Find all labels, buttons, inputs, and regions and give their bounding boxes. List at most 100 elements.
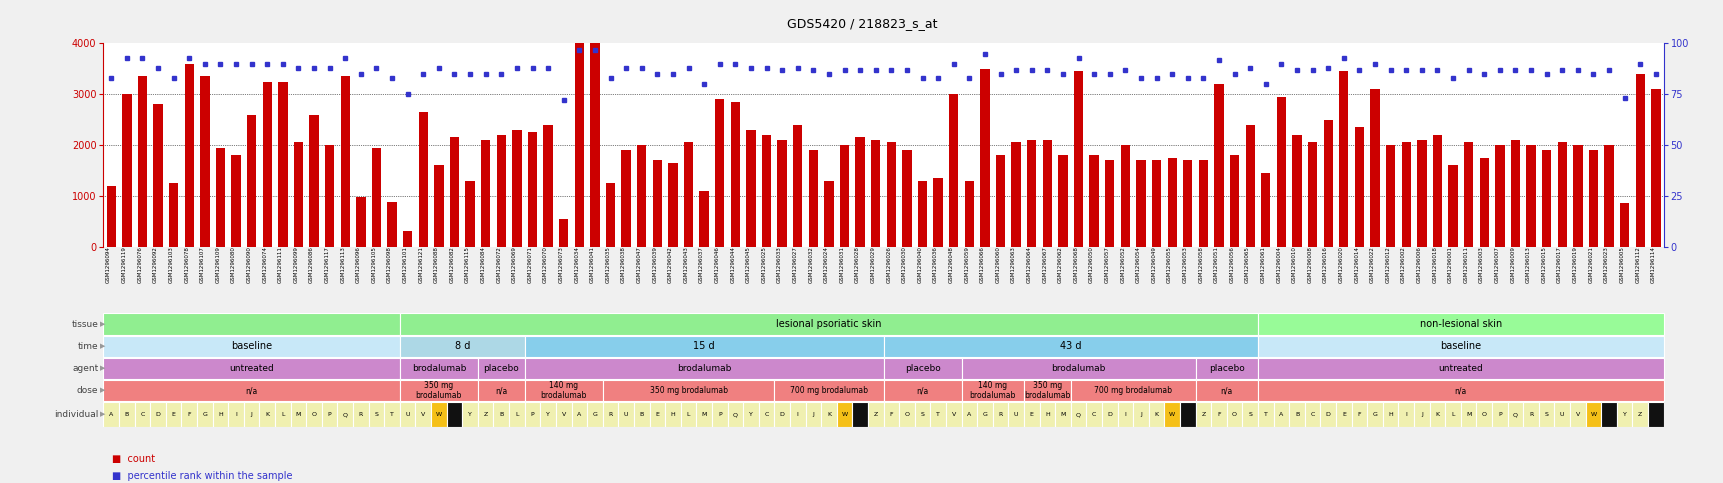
Bar [1135,160,1146,246]
Bar [1539,402,1554,427]
Bar [824,181,834,246]
Bar [1506,402,1523,427]
Text: GSM1296066: GSM1296066 [979,246,984,284]
Text: GSM1296086: GSM1296086 [308,246,314,284]
Bar [1304,402,1320,427]
Bar [231,155,241,246]
Bar [669,163,677,246]
Bar [527,132,538,246]
Bar [696,402,712,427]
Text: GSM1296056: GSM1296056 [1228,246,1234,284]
Bar [450,137,458,246]
Text: Z: Z [1637,412,1642,417]
Text: GSM1296006: GSM1296006 [1416,246,1421,284]
Text: Y: Y [1621,412,1625,417]
Bar [855,137,865,246]
Bar [1323,120,1332,246]
Text: D: D [779,412,784,417]
Bar [524,380,603,401]
Text: GSM1296112: GSM1296112 [1635,246,1639,284]
Bar [808,150,817,246]
Text: H: H [670,412,675,417]
Text: F: F [188,412,191,417]
Text: GSM1296101: GSM1296101 [403,246,407,284]
Bar [1459,402,1475,427]
Bar [820,402,836,427]
Bar [138,76,146,246]
Bar [1151,160,1161,246]
Text: Q: Q [343,412,348,417]
Bar [308,114,319,246]
Text: GSM1296088: GSM1296088 [434,246,439,284]
Bar [774,380,884,401]
Bar [1179,402,1196,427]
Text: GSM1296028: GSM1296028 [855,246,860,284]
Text: Z: Z [482,412,488,417]
Bar [446,402,462,427]
Text: GSM1296071: GSM1296071 [527,246,532,284]
Bar [1292,135,1301,246]
Bar [1148,402,1163,427]
Bar [681,402,696,427]
Text: R: R [608,412,612,417]
Bar [477,380,524,401]
Text: GSM1296076: GSM1296076 [138,246,143,284]
Bar [715,99,724,246]
Text: GSM1296021: GSM1296021 [1587,246,1592,284]
Text: GSM1296037: GSM1296037 [700,246,703,284]
Bar [403,231,412,246]
Bar [1428,402,1444,427]
Text: GDS5420 / 218823_s_at: GDS5420 / 218823_s_at [786,17,937,30]
Bar [1478,157,1489,246]
Text: GSM1296005: GSM1296005 [1618,246,1623,284]
Bar [107,185,115,246]
Bar [1632,402,1647,427]
Text: GSM1296062: GSM1296062 [1058,246,1063,284]
Text: GSM1296024: GSM1296024 [824,246,829,284]
Bar [1228,155,1239,246]
Bar [543,125,553,246]
Bar [805,402,820,427]
Text: n/a: n/a [495,386,507,395]
Bar [1463,142,1473,246]
Bar [477,358,524,379]
Bar [103,336,400,357]
Bar [1620,203,1628,246]
Text: J: J [250,412,253,417]
Bar [276,402,291,427]
Bar [400,313,1258,335]
Bar [1027,140,1036,246]
Bar [1213,84,1223,246]
Text: G: G [593,412,596,417]
Bar [212,402,227,427]
Text: GSM1296017: GSM1296017 [1556,246,1561,284]
Text: E: E [1029,412,1034,417]
Bar [603,380,774,401]
Text: 140 mg
brodalumab: 140 mg brodalumab [541,381,586,400]
Text: non-lesional skin: non-lesional skin [1418,319,1501,329]
Bar [1073,71,1082,246]
Bar [1494,145,1504,246]
Text: L: L [686,412,689,417]
Bar [341,76,350,246]
Bar [1432,135,1440,246]
Text: brodalumab: brodalumab [1051,364,1104,373]
Bar [1635,74,1644,246]
Text: U: U [624,412,627,417]
Bar [1490,402,1506,427]
Bar [789,402,805,427]
Bar [588,402,603,427]
Bar [1085,402,1101,427]
Bar [1651,89,1659,246]
Bar [558,219,569,246]
Text: baseline: baseline [231,341,272,351]
Text: I: I [796,412,798,417]
Bar [1413,402,1428,427]
Bar [400,402,415,427]
Text: GSM1296035: GSM1296035 [605,246,610,284]
Text: GSM1296042: GSM1296042 [667,246,672,284]
Bar [1120,145,1129,246]
Bar [1132,402,1148,427]
Text: GSM1296047: GSM1296047 [636,246,641,284]
Text: GSM1296073: GSM1296073 [558,246,563,284]
